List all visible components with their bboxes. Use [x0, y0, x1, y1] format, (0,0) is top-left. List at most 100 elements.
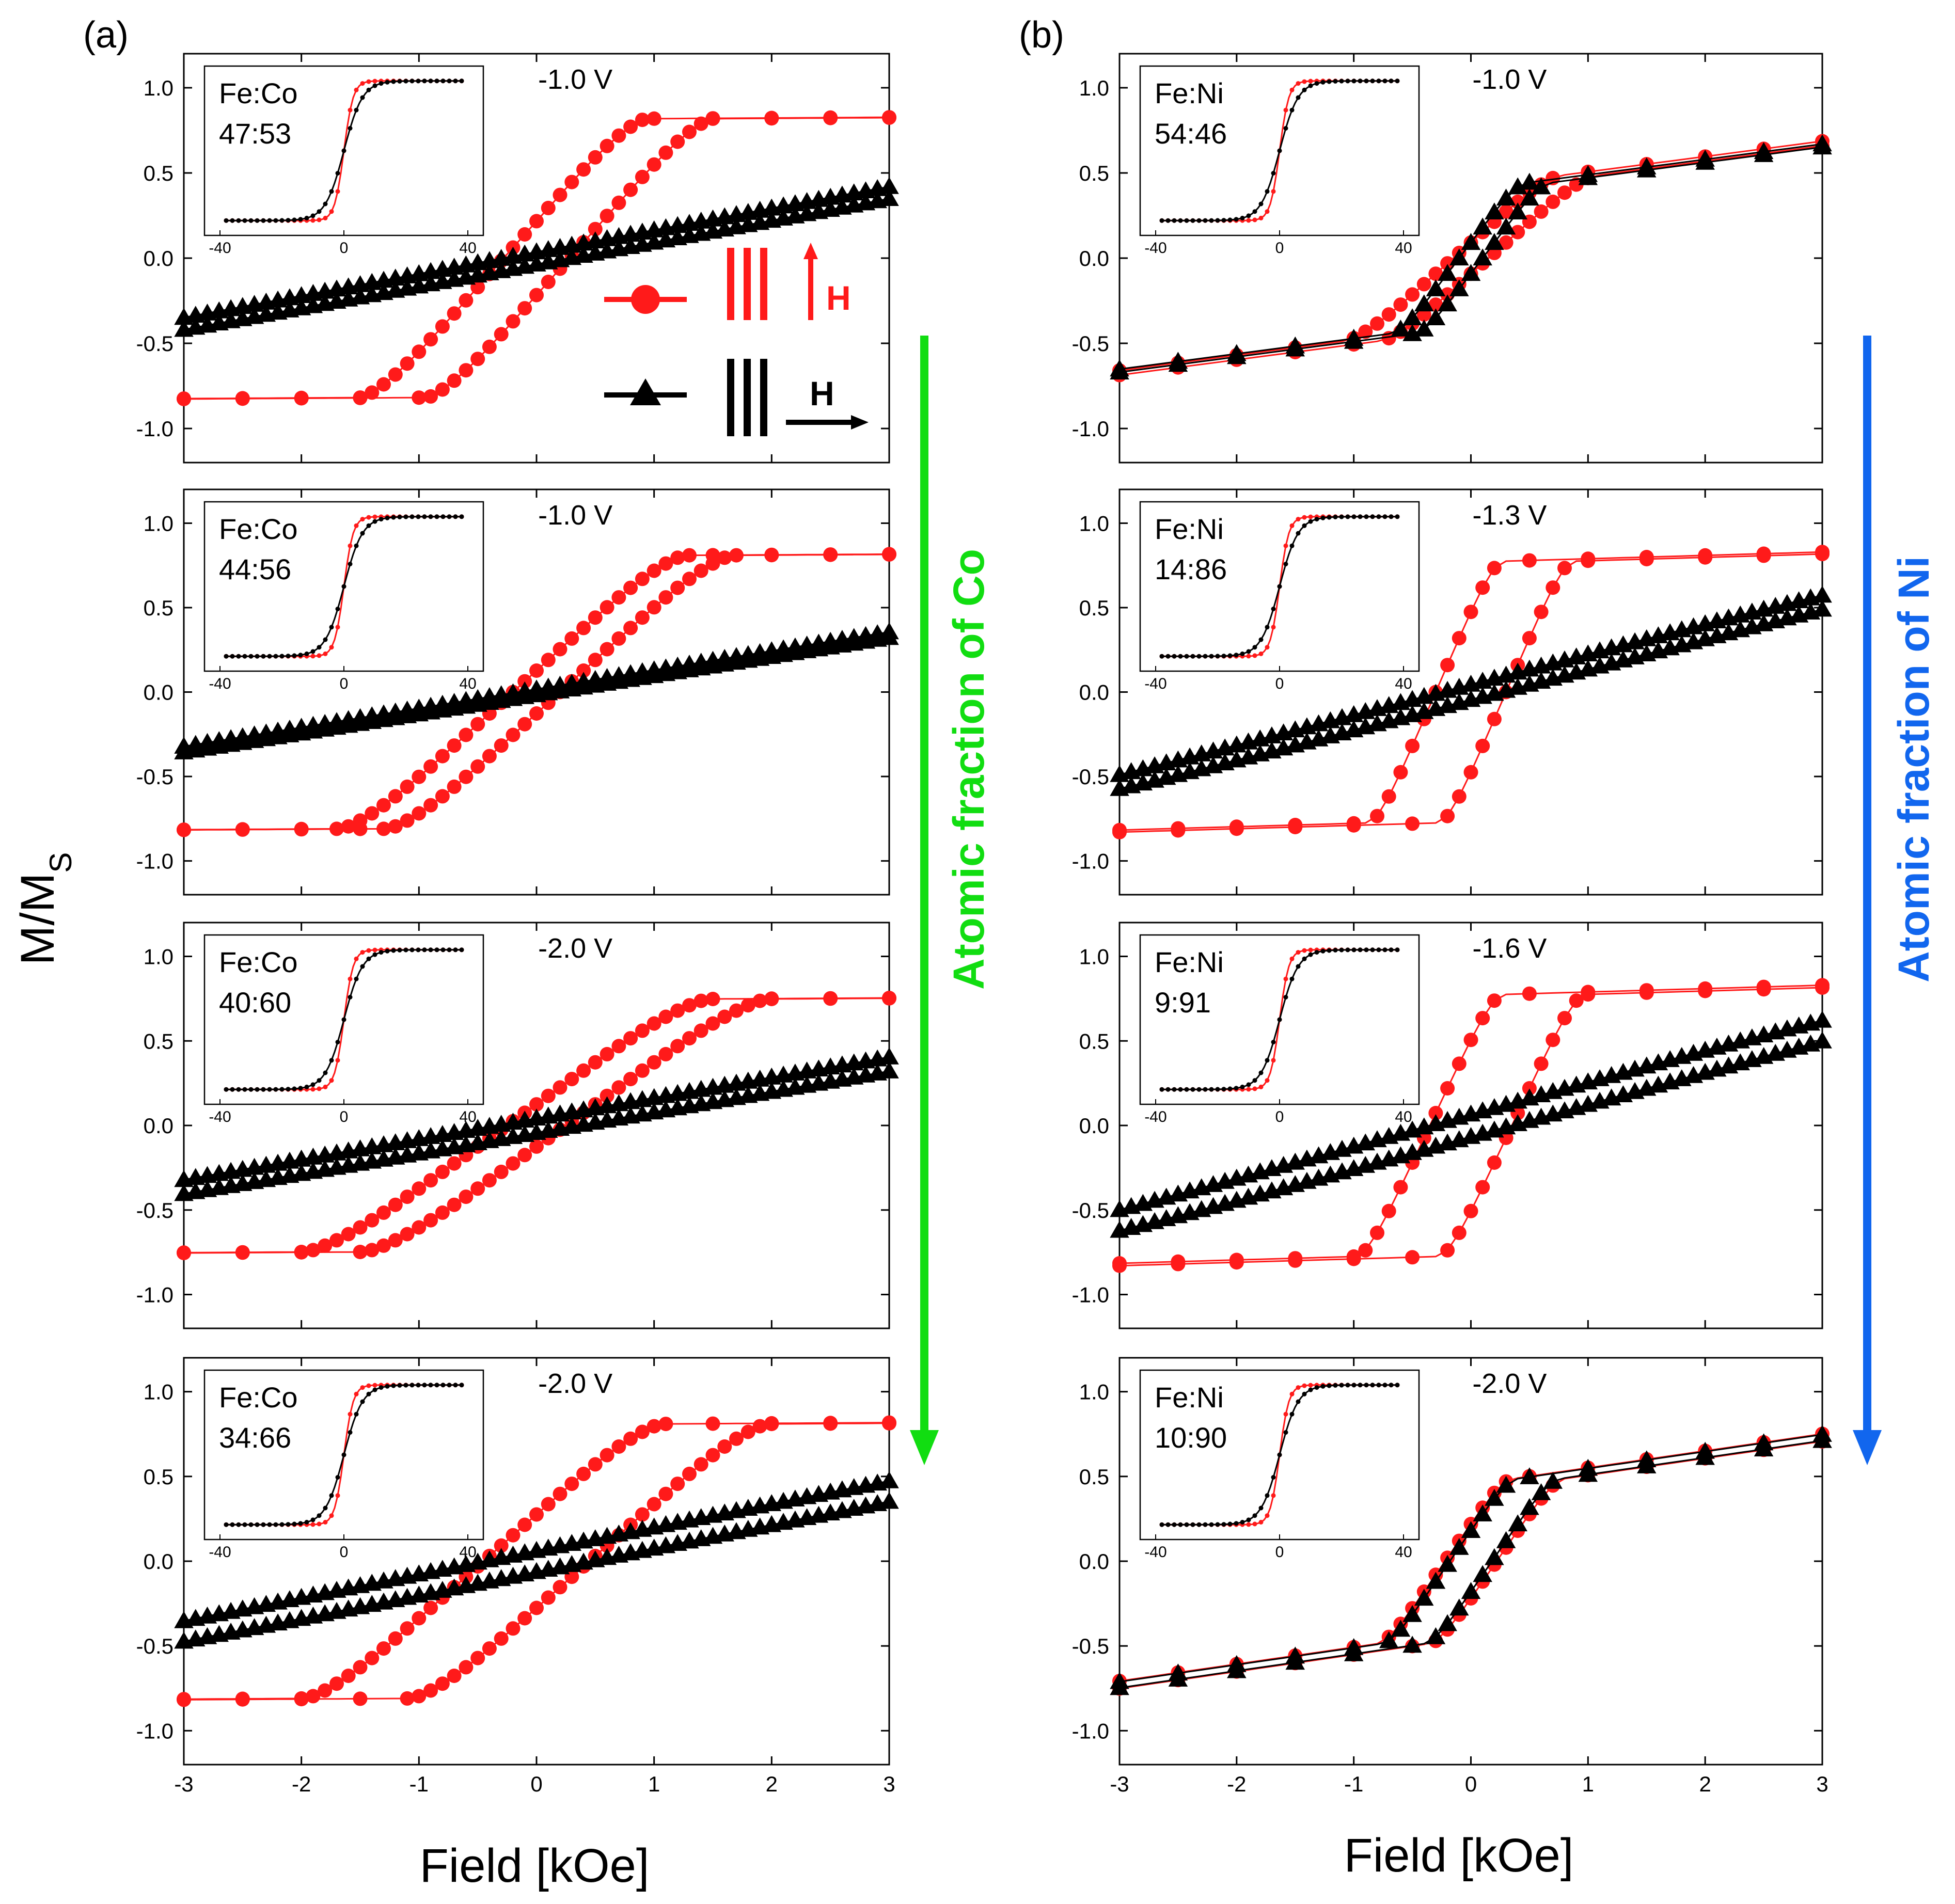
data-point-parallel [823, 1416, 838, 1431]
y-tick-label: -0.5 [136, 1198, 174, 1223]
inset-point-perpendicular [1277, 1452, 1282, 1457]
data-point-perpendicular [1438, 264, 1457, 281]
data-point-parallel [341, 1227, 356, 1242]
data-point-perpendicular [1285, 1653, 1305, 1670]
data-point-parallel [729, 1003, 744, 1018]
data-point-parallel [329, 1676, 344, 1691]
data-point-parallel [1475, 1011, 1490, 1026]
data-point-perpendicular [1578, 168, 1598, 185]
data-point-parallel [1440, 808, 1455, 823]
inset-point-perpendicular [255, 1087, 260, 1092]
inset-point-parallel [1296, 81, 1301, 86]
y-tick-label: -1.0 [1072, 1283, 1109, 1307]
legend-perpendicular-field-arrowhead [851, 415, 869, 430]
data-point-parallel [1557, 185, 1572, 200]
data-point-parallel [764, 111, 779, 126]
inset-point-perpendicular [1203, 654, 1208, 659]
inset-point-parallel [354, 523, 359, 528]
data-point-parallel [705, 1448, 720, 1463]
data-point-parallel [1416, 277, 1431, 292]
y-tick-label: 0.0 [144, 1114, 174, 1138]
data-point-parallel [717, 550, 732, 565]
inset-point-perpendicular [1240, 215, 1245, 220]
inset-point-perpendicular [1333, 514, 1338, 519]
inset-point-parallel [1258, 1084, 1264, 1089]
y-tick-label: -0.5 [1072, 331, 1109, 356]
chart-panel-b4: 1.0 0.5 0.0 -0.5 -1.0 -3 -2 -1 0 1 2 3 -40 0 40 Fe:Ni 10… [1072, 1357, 1832, 1796]
data-point-parallel [740, 1424, 755, 1439]
inset-x-tick-label: 40 [459, 675, 476, 692]
inset-point-perpendicular [1296, 1399, 1301, 1404]
inset-point-perpendicular [1159, 1522, 1164, 1527]
inset-point-perpendicular [298, 217, 303, 222]
inset-point-perpendicular [310, 649, 316, 654]
data-point-parallel [1557, 561, 1572, 576]
inset-point-perpendicular [354, 1411, 359, 1417]
inset-point-perpendicular [1364, 1383, 1369, 1388]
y-tick-label: -1.0 [1072, 1719, 1109, 1743]
inset-point-parallel [329, 645, 334, 650]
data-point-perpendicular [1812, 137, 1832, 155]
inset-point-perpendicular [1296, 964, 1301, 969]
trend-arrow-co-head [910, 1430, 939, 1465]
inset-point-perpendicular [1196, 654, 1202, 659]
data-point-perpendicular [1496, 1531, 1516, 1548]
data-point-parallel [1393, 297, 1408, 312]
inset-point-perpendicular [242, 654, 247, 659]
voltage-label: -2.0 V [1472, 1368, 1547, 1399]
data-point-parallel [447, 1669, 462, 1683]
inset-point-perpendicular [323, 201, 328, 207]
data-point-parallel [541, 275, 556, 289]
y-tick-label: 0.5 [144, 1465, 174, 1489]
data-point-parallel [400, 813, 415, 828]
data-point-parallel [177, 391, 191, 406]
data-point-perpendicular [1485, 202, 1504, 219]
data-point-parallel [177, 1692, 191, 1707]
inset-point-perpendicular [1234, 1521, 1239, 1526]
inset-point-perpendicular [329, 1058, 334, 1063]
data-point-parallel [600, 1046, 614, 1061]
inset-x-tick-label: -40 [1144, 675, 1166, 692]
inset-point-perpendicular [397, 947, 402, 953]
inset-point-parallel [1252, 1086, 1257, 1091]
x-tick-label: -2 [292, 1772, 311, 1796]
inset-point-perpendicular [310, 1082, 316, 1087]
data-point-parallel [553, 1580, 567, 1595]
composition-label: Fe:Ni [1155, 946, 1224, 978]
inset-point-parallel [1302, 1383, 1307, 1388]
inset-point-perpendicular [1333, 1383, 1338, 1388]
inset-point-perpendicular [1172, 1087, 1177, 1092]
inset-point-perpendicular [1289, 107, 1295, 113]
inset-point-parallel [1258, 215, 1264, 220]
data-point-parallel [553, 187, 567, 202]
inset-point-perpendicular [298, 653, 303, 658]
data-point-parallel [494, 738, 509, 753]
data-point-parallel [1487, 561, 1502, 576]
inset-point-perpendicular [447, 514, 452, 519]
series-perpendicular-b4 [1110, 1425, 1832, 1695]
inset-point-perpendicular [255, 1522, 260, 1527]
inset-x-tick-label: 40 [1395, 1544, 1412, 1561]
data-point-parallel [494, 1631, 509, 1646]
data-point-perpendicular [1461, 1521, 1481, 1538]
series-perpendicular-b3 [1110, 1010, 1832, 1238]
data-point-parallel [611, 590, 626, 605]
data-point-parallel [482, 1173, 497, 1188]
data-point-parallel [353, 1660, 368, 1675]
composition-label: Fe:Ni [1155, 1381, 1224, 1414]
data-point-parallel [341, 819, 356, 834]
data-point-parallel [1171, 1257, 1186, 1272]
inset-point-perpendicular [292, 1086, 297, 1091]
inset-point-perpendicular [224, 218, 229, 223]
inset-point-perpendicular [1314, 1385, 1319, 1390]
inset-x-tick-label: -40 [1144, 1544, 1166, 1561]
inset-point-perpendicular [1314, 81, 1319, 86]
inset-point-perpendicular [298, 1521, 303, 1526]
inset-point-parallel [366, 79, 371, 84]
data-point-parallel [623, 580, 638, 595]
inset-point-perpendicular [416, 78, 421, 84]
legend-parallel-stripe-2 [744, 248, 751, 320]
data-point-parallel [541, 1497, 556, 1512]
data-point-parallel [529, 214, 544, 229]
